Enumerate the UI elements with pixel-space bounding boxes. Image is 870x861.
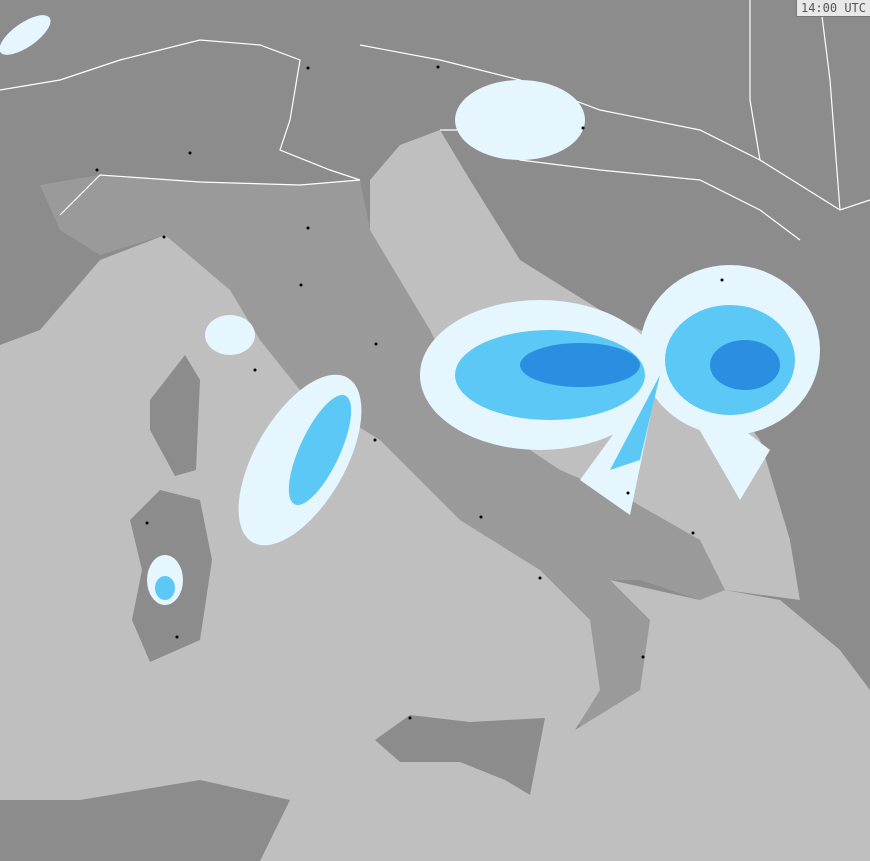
- tyrrhenian-ionian-sea: [0, 235, 870, 861]
- precipitation-areas: [0, 15, 820, 605]
- corsica: [150, 355, 200, 476]
- north-africa: [0, 780, 290, 861]
- sicily: [375, 715, 545, 795]
- italy-land: [40, 175, 725, 735]
- city-markers: [95, 65, 724, 720]
- country-borders: [0, 0, 870, 241]
- timestamp-label: 14:00 UTC: [795, 0, 870, 17]
- greece-albania-land: [790, 380, 870, 690]
